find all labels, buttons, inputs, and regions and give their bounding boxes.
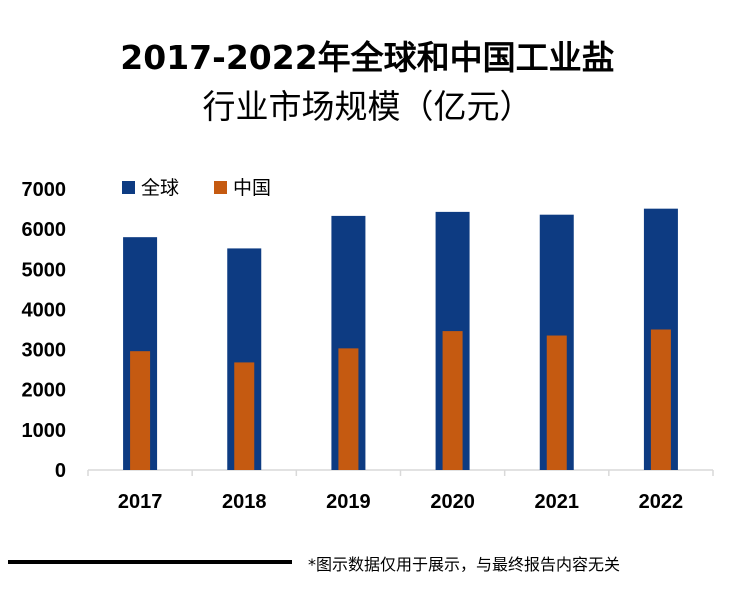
- x-tick-label: 2019: [326, 491, 371, 513]
- chart-title-line1: 2017-2022年全球和中国工业盐: [120, 38, 615, 77]
- y-tick-label: 2000: [22, 380, 67, 402]
- x-tick-label: 2018: [222, 491, 267, 513]
- y-tick-label: 1000: [22, 420, 67, 442]
- chart-title-line2: 行业市场规模（亿元）: [202, 87, 533, 126]
- y-tick-label: 7000: [22, 179, 67, 201]
- legend-label-china: 中国: [233, 177, 271, 199]
- x-tick-label: 2021: [535, 491, 580, 513]
- bar-china: [338, 348, 359, 470]
- legend-swatch-global: [122, 181, 135, 194]
- y-tick-label: 5000: [22, 259, 67, 281]
- legend-label-global: 全球: [141, 177, 179, 199]
- footer-divider: [8, 560, 292, 564]
- y-tick-label: 3000: [22, 340, 67, 362]
- bar-china: [130, 351, 151, 470]
- x-tick-label: 2020: [430, 491, 475, 513]
- y-tick-label: 6000: [22, 219, 67, 241]
- x-tick-label: 2017: [118, 491, 163, 513]
- y-tick-label: 0: [55, 460, 66, 482]
- x-tick-label: 2022: [639, 491, 684, 513]
- bar-china: [234, 362, 255, 470]
- footer-note: *图示数据仅用于展示，与最终报告内容无关: [308, 555, 621, 574]
- bar-china: [442, 331, 463, 470]
- y-tick-label: 4000: [22, 299, 67, 321]
- bar-china: [650, 329, 671, 470]
- legend-swatch-china: [214, 181, 227, 194]
- bar-china: [546, 335, 567, 470]
